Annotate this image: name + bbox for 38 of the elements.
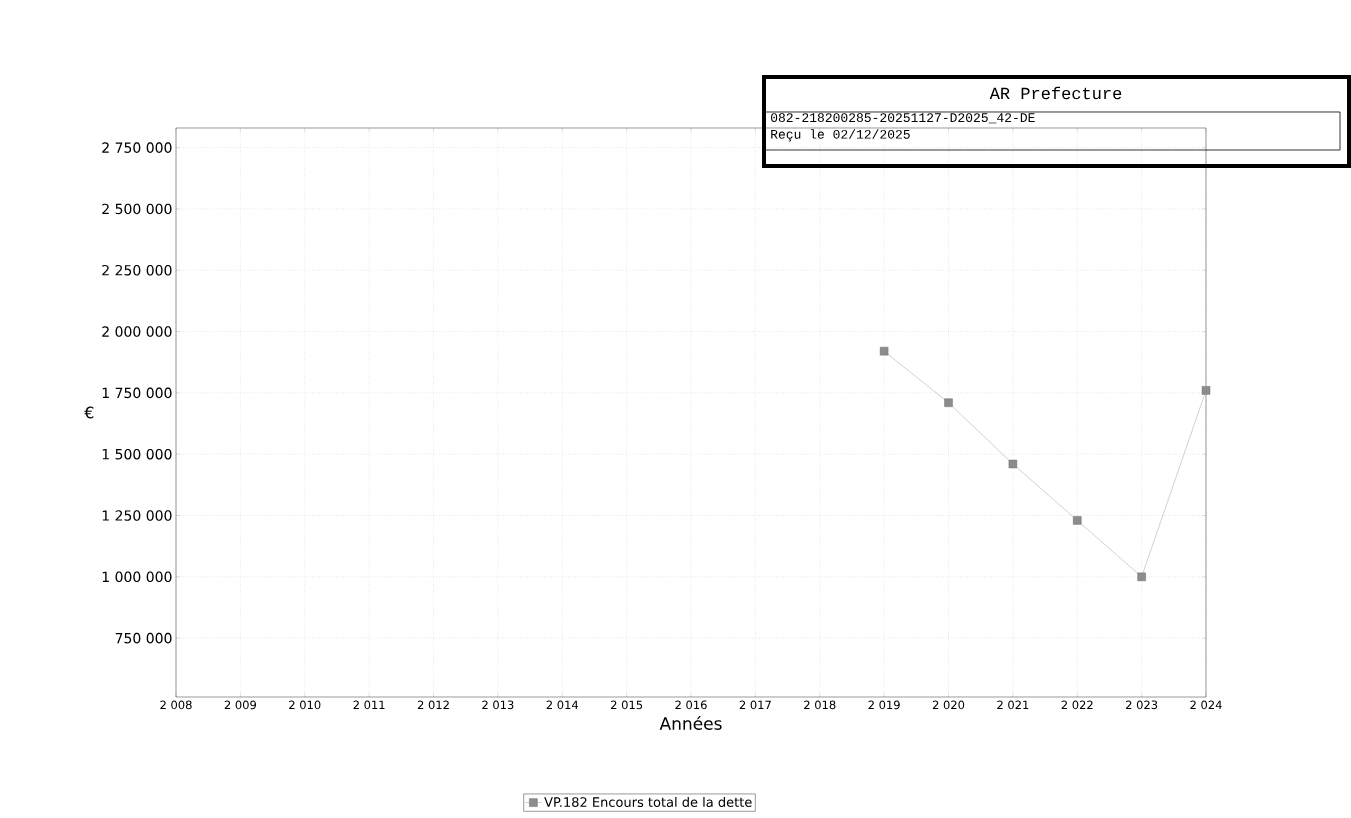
x-tick-label: 2 014 xyxy=(546,700,579,710)
x-tick-label: 2 020 xyxy=(932,700,965,710)
y-tick-label: 2 750 000 xyxy=(102,142,172,153)
x-tick-label: 2 010 xyxy=(289,700,321,710)
legend-label: VP.182 Encours total de la dette xyxy=(544,796,752,807)
x-tick-label: 2 013 xyxy=(482,700,514,710)
text: AR Prefecture xyxy=(989,86,1122,100)
y-tick-label: 2 500 000 xyxy=(102,203,172,215)
point xyxy=(879,346,889,356)
y-tick-label: 2 000 000 xyxy=(102,326,172,337)
x-tick-label: 2 008 xyxy=(160,700,192,710)
x-tick-label: 2 018 xyxy=(804,700,836,710)
x-tick-label: 2 016 xyxy=(675,700,707,710)
y-tick-label: 1 000 000 xyxy=(102,571,172,583)
x-tick-label: 2 015 xyxy=(611,700,643,710)
text: 082-218200285-20251127-D2025_42-DE xyxy=(770,113,1035,124)
x-tick-label: 2 011 xyxy=(353,700,385,710)
point xyxy=(1073,516,1082,525)
annotation: Reçu le 02/12/2025 xyxy=(771,129,910,142)
point xyxy=(1201,386,1211,395)
x-tick-label: 2 024 xyxy=(1190,700,1222,710)
x-tick-label: 2 022 xyxy=(1061,700,1093,710)
x-tick-label: 2 017 xyxy=(739,700,771,710)
y-tick-label: 1 250 000 xyxy=(102,510,172,521)
x-tick-label: 2 021 xyxy=(997,700,1029,710)
x-axis-title: Années xyxy=(659,716,722,730)
x-tick-label: 2 009 xyxy=(224,700,257,710)
y-tick-label: 2 250 000 xyxy=(102,264,172,276)
x-tick-label: 2 023 xyxy=(1126,700,1158,710)
y-tick-label: 750 000 xyxy=(115,632,172,644)
y-tick-label: 1 500 000 xyxy=(102,448,172,460)
x-tick-label: 2 012 xyxy=(417,700,449,710)
y-tick-label: 1 750 000 xyxy=(102,387,172,399)
point xyxy=(1137,572,1146,582)
y-axis-title: € xyxy=(84,406,94,419)
x-tick-label: 2 019 xyxy=(868,700,900,710)
point xyxy=(1008,459,1018,469)
point xyxy=(944,398,953,407)
